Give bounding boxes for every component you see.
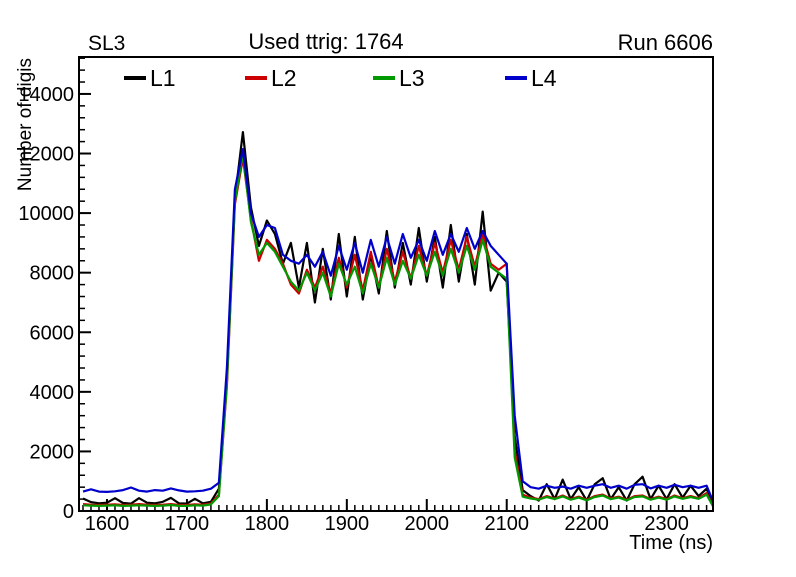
series-l4 xyxy=(82,148,712,502)
x-axis-title: Time (ns) xyxy=(629,532,713,554)
axis-ticks xyxy=(79,57,708,512)
y-tick-label: 4000 xyxy=(30,382,75,404)
x-tick-label: 1900 xyxy=(325,513,370,535)
x-tick-label: 2300 xyxy=(644,513,689,535)
y-tick-label: 6000 xyxy=(30,322,75,344)
x-tick-label: 2200 xyxy=(564,513,609,535)
pad-title-sl: SL3 xyxy=(88,32,125,55)
x-tick-label: 1700 xyxy=(165,513,210,535)
y-tick-label: 10000 xyxy=(18,203,74,225)
y-tick-label: 14000 xyxy=(18,84,74,106)
x-tick-label: 1600 xyxy=(85,513,130,535)
series-l2 xyxy=(82,156,712,507)
data-series xyxy=(82,131,712,507)
y-tick-label: 0 xyxy=(63,501,74,523)
pad-title-ttrig: Used ttrig: 1764 xyxy=(248,29,403,54)
y-tick-label: 12000 xyxy=(18,144,74,166)
y-tick-label: 8000 xyxy=(30,263,75,285)
x-tick-label: 2000 xyxy=(405,513,450,535)
legend-label-l3: L3 xyxy=(399,65,425,91)
legend-label-l2: L2 xyxy=(271,65,297,91)
legend-label-l4: L4 xyxy=(531,65,557,91)
series-l1 xyxy=(82,131,712,505)
x-tick-label: 1800 xyxy=(245,513,290,535)
y-axis-title: Number of digis xyxy=(15,58,36,191)
series-l3 xyxy=(82,152,712,507)
legend-label-l1: L1 xyxy=(150,65,176,91)
y-tick-label: 2000 xyxy=(30,441,75,463)
pad-title-run: Run 6606 xyxy=(618,30,713,55)
legend: L1 L2 L3 L4 xyxy=(124,65,557,91)
x-tick-label: 2100 xyxy=(484,513,529,535)
axis-tick-labels: 1600 1700 1800 1900 2000 2100 2200 2300 0 2000 400… xyxy=(18,84,689,535)
